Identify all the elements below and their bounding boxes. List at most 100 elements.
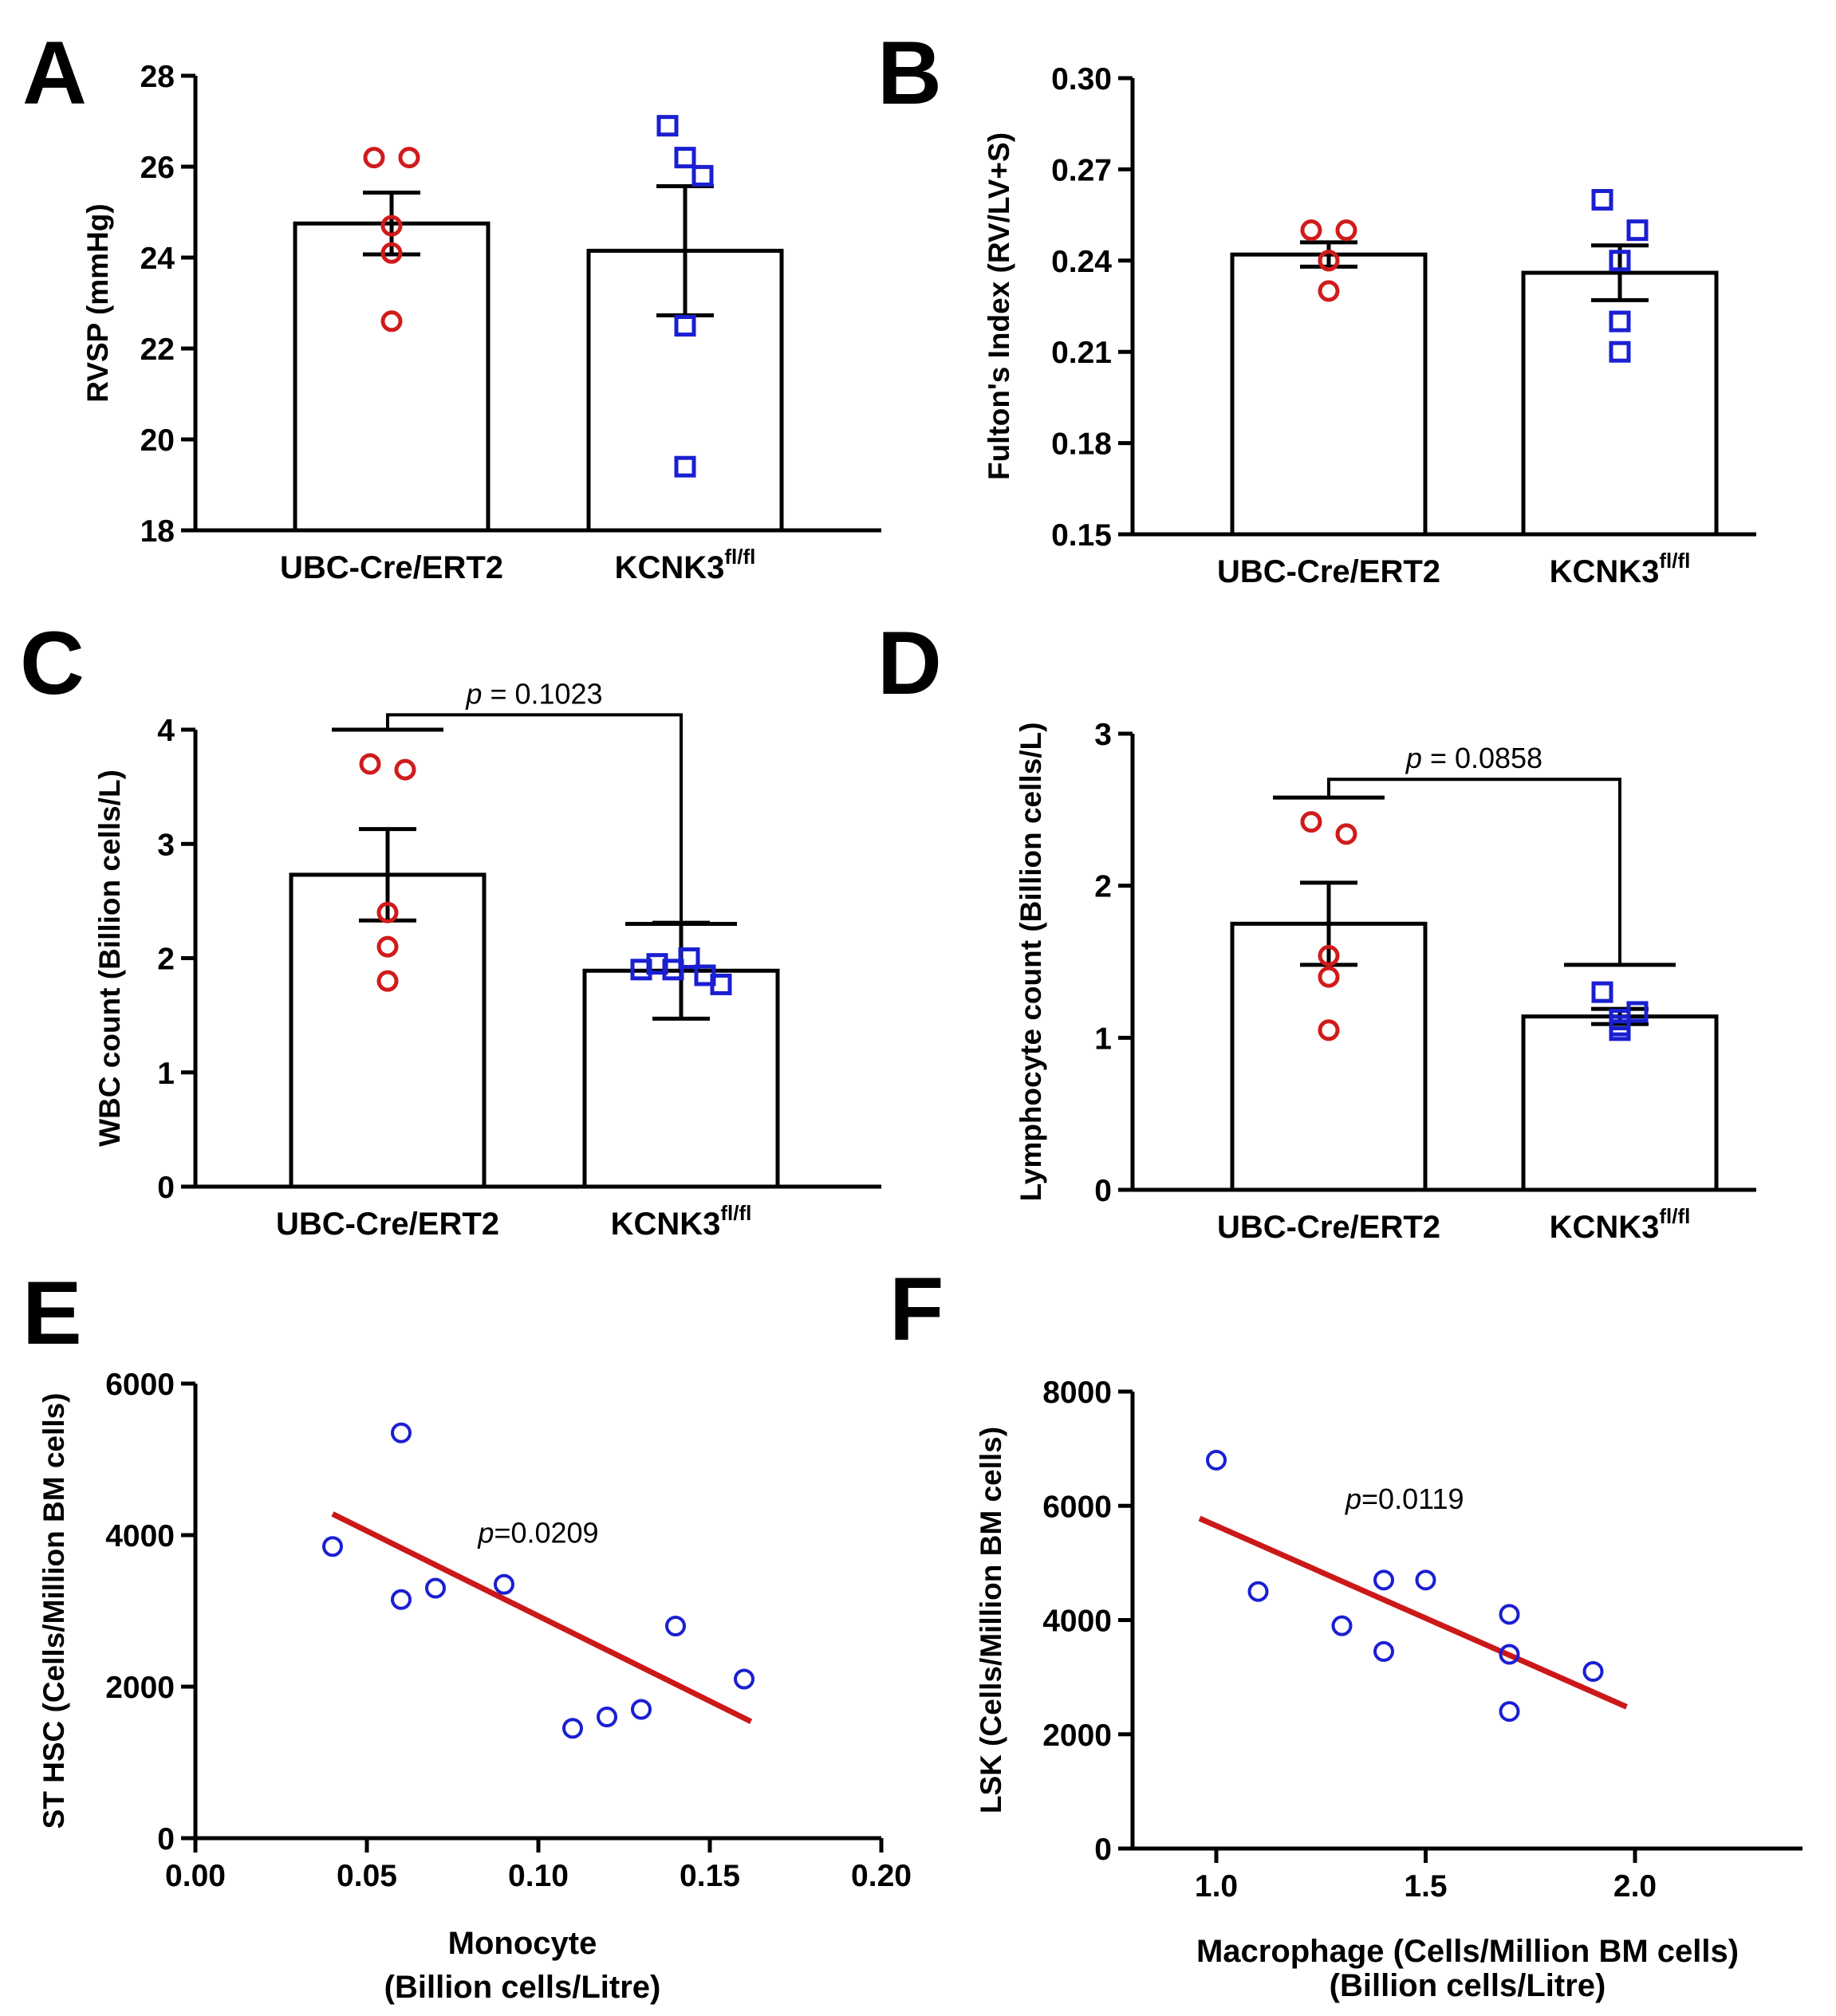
category-text: KCNK3: [1550, 1210, 1660, 1245]
category-text: KCNK3: [611, 1207, 721, 1242]
data-point: [1591, 189, 1613, 211]
y-tick-label: 0.24: [1051, 245, 1112, 279]
y-tick-label: 0.15: [1051, 518, 1112, 553]
significance-bracket: [1327, 778, 1621, 965]
data-point: [597, 1707, 617, 1727]
data-point: [1415, 1569, 1436, 1591]
data-point: [562, 1718, 583, 1739]
panel-label-a: A: [22, 23, 87, 123]
significance-bracket: [386, 713, 683, 924]
data-point: [359, 753, 381, 775]
data-point: [376, 935, 399, 958]
x-tick-label: 0.20: [851, 1859, 912, 1893]
y-tick-label: 24: [140, 242, 175, 276]
data-point: [1318, 1019, 1340, 1041]
y-axis-label: Lymphocyte count (Billion cells/L): [1015, 723, 1047, 1202]
category-superscript: fl/fl: [724, 545, 755, 569]
data-point: [1373, 1569, 1394, 1591]
p-symbol: p: [1345, 1482, 1361, 1515]
y-axis-label: LSK (Cells/Million BM cells): [975, 1427, 1007, 1813]
data-point: [1499, 1644, 1520, 1665]
y-tick-label: 28: [140, 60, 175, 94]
data-point: [376, 970, 399, 992]
data-point: [631, 1699, 652, 1720]
y-axis-label: Fulton's Index (RV/LV+S): [983, 132, 1015, 480]
p-value: =0.0119: [1361, 1482, 1464, 1515]
category-label: KCNK3fl/fl: [1550, 1204, 1691, 1245]
category-text: UBC-Cre/ERT2: [1217, 1210, 1440, 1245]
data-point: [691, 164, 714, 187]
bar-1: [1230, 252, 1428, 537]
data-point: [734, 1668, 754, 1690]
data-point: [363, 147, 385, 169]
y-tick-label: 0: [157, 1822, 175, 1857]
data-point: [1335, 219, 1357, 242]
y-tick-label: 0.30: [1051, 62, 1112, 96]
x-tick-label: 0.15: [680, 1859, 740, 1893]
y-tick-label: 18: [140, 514, 175, 549]
category-superscript: fl/fl: [1659, 1204, 1690, 1228]
data-point: [398, 147, 420, 169]
data-point: [665, 1616, 686, 1636]
panel-label-e: E: [22, 1263, 82, 1363]
y-tick-label: 0.27: [1051, 153, 1112, 187]
category-label: UBC-Cre/ERT2: [1217, 1210, 1440, 1245]
p-symbol: p: [465, 677, 482, 710]
x-axis-label: Monocyte: [448, 1926, 597, 1961]
x-axis-label-units: (Billion cells/Litre): [1330, 1968, 1606, 2003]
p-symbol: p: [1405, 742, 1422, 774]
category-text: KCNK3: [615, 550, 725, 585]
data-point: [710, 973, 732, 995]
y-tick-label: 0: [1094, 1833, 1112, 1867]
data-point: [394, 758, 416, 781]
y-tick-label: 6000: [105, 1368, 175, 1402]
y-axis-label: RVSP (mmHg): [81, 203, 114, 402]
y-tick-label: 0.18: [1051, 427, 1112, 462]
panel-label-f: F: [889, 1259, 944, 1359]
data-point: [1331, 1615, 1353, 1636]
data-point: [1300, 219, 1322, 242]
category-text: KCNK3: [1550, 554, 1660, 589]
data-point: [1609, 250, 1631, 272]
category-label: UBC-Cre/ERT2: [1217, 554, 1440, 589]
panel-c: C 0 1 2 3 4 WBC count (Billion cells/L) UBC-Cre…: [20, 613, 881, 1242]
data-point: [1373, 1640, 1394, 1662]
bar-2: [1521, 1014, 1719, 1192]
regression-line: [331, 1511, 753, 1724]
data-point: [1335, 823, 1357, 845]
data-point: [380, 242, 403, 264]
data-point: [656, 115, 679, 137]
panel-b: B 0.15 0.18 0.21 0.24 0.27 0.30 Fulton's Index …: [877, 23, 1756, 589]
data-point: [1318, 250, 1340, 272]
data-point: [376, 901, 399, 923]
category-label: UBC-Cre/ERT2: [276, 1207, 499, 1242]
y-tick-label: 6000: [1042, 1490, 1112, 1524]
y-tick-label: 0: [1094, 1174, 1112, 1208]
y-axis-label: ST HSC (Cells/Million BM cells): [37, 1393, 70, 1829]
y-tick-label: 4000: [1042, 1605, 1112, 1639]
data-point: [1609, 341, 1631, 363]
data-point: [678, 947, 700, 969]
y-tick-label: 2: [157, 943, 175, 977]
p-value: = 0.0858: [1422, 742, 1542, 774]
y-tick-label: 22: [140, 333, 175, 367]
data-point: [1247, 1581, 1269, 1602]
data-point: [1609, 310, 1631, 333]
y-tick-label: 1: [157, 1057, 175, 1091]
data-point: [1206, 1449, 1227, 1471]
data-point: [1499, 1701, 1520, 1723]
bar-1: [289, 872, 487, 1189]
data-point: [380, 310, 403, 333]
data-point: [494, 1573, 514, 1595]
p-value: = 0.1023: [482, 677, 602, 710]
category-label: KCNK3fl/fl: [611, 1201, 752, 1242]
data-point: [322, 1536, 343, 1557]
x-tick-label: 2.0: [1613, 1869, 1657, 1904]
y-tick-label: 3: [1094, 718, 1112, 752]
data-point: [1318, 280, 1340, 302]
x-tick-label: 0.10: [508, 1859, 569, 1893]
data-point: [674, 315, 696, 337]
y-axis-label: WBC count (Billion cells/L): [93, 770, 126, 1147]
x-tick-label: 1.5: [1404, 1869, 1447, 1904]
x-axis-label: Macrophage (Cells/Million BM cells): [1196, 1934, 1739, 1969]
